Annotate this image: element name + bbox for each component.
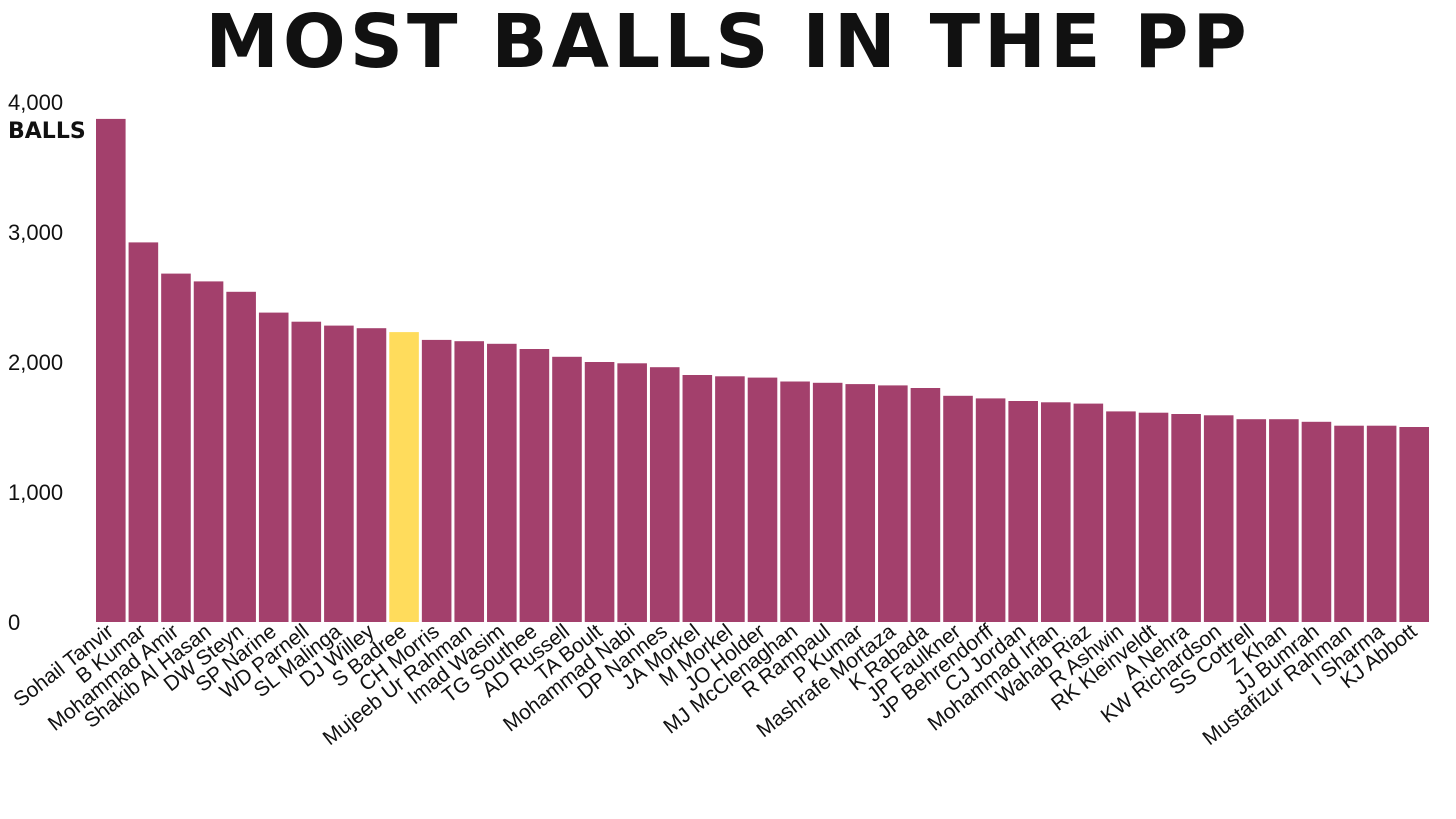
bar xyxy=(1073,403,1104,622)
y-axis-unit-label: BALLS xyxy=(8,119,86,144)
y-tick-label: 2,000 xyxy=(8,350,63,375)
bar xyxy=(878,385,908,622)
y-tick-label: 3,000 xyxy=(8,220,63,245)
bar xyxy=(1171,414,1201,622)
chart-title: Most balls in the PP xyxy=(205,0,1251,85)
bar xyxy=(845,384,876,622)
bar xyxy=(1236,419,1267,622)
bar xyxy=(1269,419,1299,622)
bar xyxy=(715,376,745,622)
bar xyxy=(258,312,289,622)
bar xyxy=(519,349,550,622)
bar xyxy=(682,375,713,622)
bar xyxy=(1138,412,1169,622)
bar xyxy=(1008,401,1038,622)
y-tick-label: 4,000 xyxy=(8,90,63,115)
bar xyxy=(1203,415,1234,622)
bar xyxy=(226,291,256,622)
bar xyxy=(128,242,159,622)
bar xyxy=(747,377,778,622)
bar xyxy=(356,328,387,622)
bar xyxy=(552,356,582,622)
bars-group xyxy=(96,118,1429,623)
y-tick-label: 1,000 xyxy=(8,480,63,505)
bar xyxy=(291,321,322,622)
bar xyxy=(324,325,354,622)
y-tick-label: 0 xyxy=(8,610,20,635)
bar xyxy=(1301,421,1332,622)
bar xyxy=(161,273,191,622)
bar xyxy=(943,395,973,622)
bar xyxy=(389,332,419,622)
bar xyxy=(1040,402,1071,622)
bar xyxy=(193,281,224,622)
bar xyxy=(1399,427,1429,622)
bar xyxy=(1106,411,1136,622)
bar xyxy=(1366,425,1397,622)
bar xyxy=(96,118,126,623)
bar xyxy=(780,381,810,622)
bar xyxy=(421,339,452,622)
bar xyxy=(584,362,615,622)
y-axis: 0 1,000 2,000 3,000 4,000 xyxy=(8,90,63,635)
bar xyxy=(975,398,1006,622)
bar xyxy=(454,341,485,622)
bar xyxy=(910,388,941,622)
bar xyxy=(812,382,843,622)
bar xyxy=(487,343,517,622)
bar xyxy=(617,363,647,622)
bar xyxy=(649,367,680,622)
bar xyxy=(1334,425,1364,622)
